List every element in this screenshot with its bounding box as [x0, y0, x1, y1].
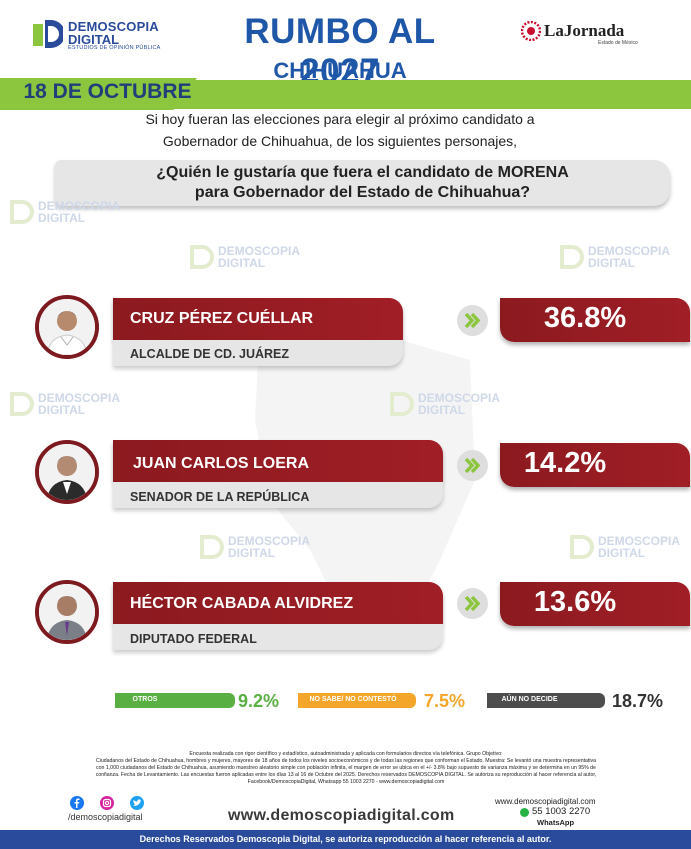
candidate-percent: 36.8% — [543, 302, 627, 334]
candidate-role-bar — [113, 482, 443, 508]
footer-bar — [0, 830, 691, 849]
candidate-name: CRUZ PÉREZ CUÉLLAR — [130, 310, 314, 327]
candidate-name: JUAN CARLOS LOERA — [133, 455, 310, 472]
logo-tagline: ESTUDIOS DE OPINIÓN PÚBLICA — [68, 45, 161, 51]
question-box — [55, 160, 670, 206]
partner-subtitle: Estado de México — [598, 40, 638, 46]
candidate-percent: 13.6% — [533, 586, 617, 618]
footer-text: Derechos Reservados Demoscopia Digital, … — [139, 834, 552, 844]
no-sabe-pill — [298, 693, 416, 708]
question-line2: para Gobernador del Estado de Chihuahua? — [194, 184, 531, 201]
methodology-line: con 1,000 ciudadanos del Estado de Chihu… — [96, 765, 596, 771]
page-title: RUMBO AL 2027 — [244, 12, 436, 91]
methodology-line: Encuesta realizada con rigor científico … — [189, 751, 503, 757]
candidate-name-bar — [113, 298, 403, 340]
percent-box — [500, 298, 690, 342]
others-value: 9.2% — [238, 691, 280, 711]
intro-line1: Si hoy fueran las elecciones para elegir… — [145, 111, 535, 127]
person-avatar-icon — [39, 584, 95, 640]
others-pill — [115, 693, 235, 708]
page-subtitle: CHIHUAHUA — [273, 58, 407, 83]
candidate-role: DIPUTADO FEDERAL — [130, 632, 257, 646]
whatsapp-label: WhatsApp — [537, 818, 575, 827]
instagram-icon[interactable] — [100, 796, 114, 810]
others-label: OTROS — [132, 696, 158, 703]
undecided-label: AÚN NO DECIDE — [501, 696, 558, 703]
percent-box — [500, 582, 690, 626]
intro-line2: Gobernador de Chihuahua, de los siguient… — [162, 133, 518, 149]
question-line1: ¿Quién le gustaría que fuera el candidat… — [156, 164, 569, 181]
person-avatar-icon — [39, 299, 95, 355]
candidate-role-bar — [113, 624, 443, 650]
candidate-photo — [35, 580, 99, 644]
methodology-line: Facebook/DemoscopiaDigital, Whatsapp 55 … — [247, 779, 445, 785]
whatsapp-icon — [520, 808, 529, 817]
phone-number[interactable]: 55 1003 2270 — [532, 806, 591, 817]
date-box — [0, 78, 197, 110]
candidate-role-bar — [113, 340, 403, 366]
methodology-text: Encuesta realizada con rigor científico … — [20, 751, 672, 786]
twitter-icon[interactable] — [130, 796, 144, 810]
candidate-photo — [35, 295, 99, 359]
candidate-name: HÉCTOR CABADA ALVIDREZ — [130, 595, 354, 612]
candidate-name-bar — [113, 440, 443, 482]
website-link-small[interactable]: www.demoscopiadigital.com — [495, 797, 596, 806]
no-sabe-value: 7.5% — [424, 691, 466, 711]
demoscopia-logo-icon — [33, 20, 63, 48]
partner-name: LaJornada — [544, 21, 625, 40]
candidate-name-bar — [113, 582, 443, 624]
percent-box — [500, 443, 690, 487]
methodology-line: confianza. Fecha de Levantamiento. Las e… — [95, 772, 597, 778]
chevron-right-icon — [457, 588, 488, 619]
undecided-value: 18.7% — [612, 691, 664, 711]
survey-date: 18 DE OCTUBRE — [23, 80, 192, 103]
candidate-role: SENADOR DE LA REPÚBLICA — [130, 490, 310, 504]
facebook-icon[interactable] — [70, 796, 84, 810]
candidate-percent: 14.2% — [523, 447, 607, 479]
logo-line2: DIGITAL — [68, 32, 120, 47]
chevron-right-icon — [457, 450, 488, 481]
chevron-right-icon — [457, 305, 488, 336]
methodology-line: Ciudadanos del Estado de Chihuahua, homb… — [95, 758, 597, 764]
la-jornada-logo-icon — [521, 21, 541, 41]
no-sabe-label: NO SABE/ NO CONTESTÓ — [309, 696, 397, 703]
undecided-pill — [487, 693, 605, 708]
website-link[interactable]: www.demoscopiadigital.com — [228, 807, 455, 824]
candidate-photo — [35, 440, 99, 504]
candidate-role: ALCALDE DE CD. JUÁREZ — [130, 347, 290, 361]
person-avatar-icon — [39, 444, 95, 500]
social-handle: /demoscopiadigital — [68, 812, 143, 822]
logo-line1: DEMOSCOPIA — [68, 19, 159, 34]
